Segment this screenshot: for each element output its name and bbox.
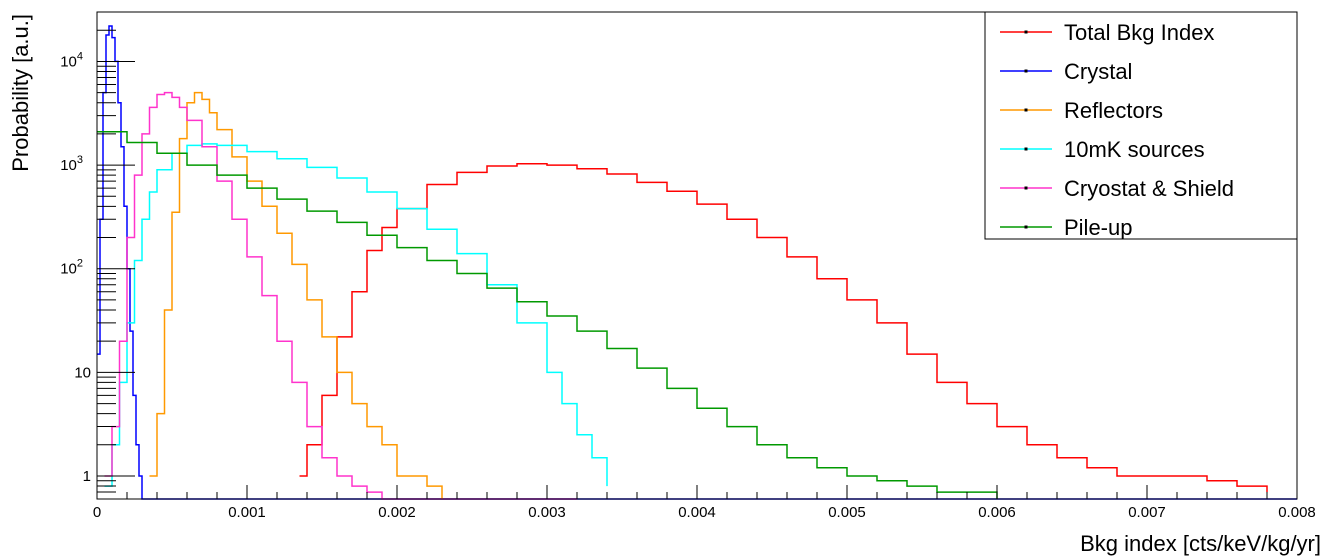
- x-tick-label: 0.003: [528, 504, 566, 521]
- legend-label: Cryostat & Shield: [1064, 176, 1234, 201]
- x-axis: 0 0.001 0.002 0.003 0.004 0.005 0.006 0.007 0.00…: [93, 485, 1316, 521]
- legend-label: Total Bkg Index: [1064, 20, 1214, 45]
- y-tick-label: 10: [74, 364, 91, 381]
- series-line-3: [104, 143, 608, 487]
- x-tick-label: 0.007: [1128, 504, 1166, 521]
- x-tick-label: 0.008: [1278, 504, 1316, 521]
- x-tick-label: 0: [93, 504, 101, 521]
- series-line-5: [97, 130, 998, 499]
- y-tick-label: 1: [83, 468, 91, 485]
- series-line-4: [104, 91, 577, 500]
- x-tick-label: 0.005: [828, 504, 866, 521]
- x-tick-label: 0.001: [228, 504, 266, 521]
- legend-marker: [1024, 186, 1028, 190]
- y-axis: 1 10 102 103 104: [60, 11, 135, 500]
- x-axis-title: Bkg index [cts/keV/kg/yr]: [1080, 531, 1321, 556]
- x-tick-label: 0.004: [678, 504, 716, 521]
- legend-box: [984, 11, 1298, 240]
- y-tick-label: 102: [60, 258, 83, 278]
- legend-label: 10mK sources: [1064, 137, 1205, 162]
- plot-area: [97, 25, 1297, 500]
- y-tick-label: 103: [60, 154, 83, 174]
- y-tick-label: 104: [60, 50, 83, 70]
- legend-marker: [1024, 225, 1028, 229]
- legend-label: Pile-up: [1064, 215, 1132, 240]
- legend-marker: [1024, 108, 1028, 112]
- y-axis-title: Probability [a.u.]: [8, 14, 33, 172]
- x-tick-label: 0.006: [978, 504, 1016, 521]
- legend-marker: [1024, 147, 1028, 151]
- x-tick-label: 0.002: [378, 504, 416, 521]
- legend-label: Reflectors: [1064, 98, 1163, 123]
- legend-label: Crystal: [1064, 59, 1132, 84]
- legend-marker: [1024, 30, 1028, 34]
- series-line-2: [149, 91, 443, 499]
- legend: Total Bkg Index Crystal Reflectors 10mK sou…: [984, 11, 1298, 240]
- legend-marker: [1024, 69, 1028, 73]
